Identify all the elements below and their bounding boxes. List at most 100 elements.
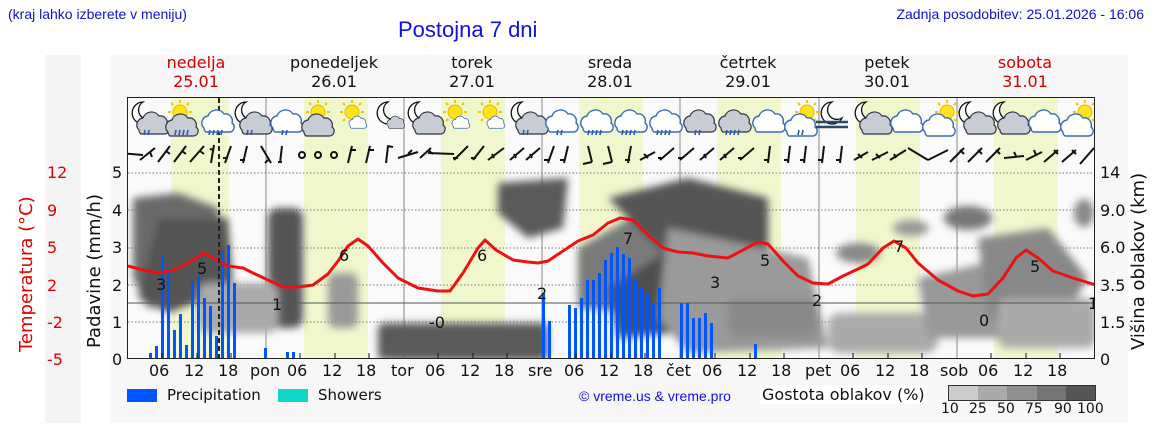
svg-text:6: 6 xyxy=(477,246,487,265)
x-tick-label: 06 xyxy=(702,361,723,380)
chart-svg: 3 5 1 6 -0 6 2 7 3 5 2 7 0 5 1 xyxy=(128,98,1095,358)
temp-tick: -5 xyxy=(47,350,63,369)
weather-icon-row xyxy=(131,99,1094,137)
precipitation-swatch xyxy=(127,389,157,402)
page-title: Postojna 7 dni xyxy=(398,17,538,42)
x-tick-label: 06 xyxy=(564,361,585,380)
svg-text:2: 2 xyxy=(812,291,822,310)
svg-text:-0: -0 xyxy=(429,313,445,332)
x-tick-label: 12 xyxy=(1013,361,1034,380)
x-tick-label: 18 xyxy=(356,361,377,380)
density-tick: 25 xyxy=(969,401,987,417)
sun-cloud-icon xyxy=(1060,99,1094,137)
cloud-density-scale xyxy=(948,385,1096,401)
x-tick-label: 12 xyxy=(460,361,481,380)
x-tick-label: 06 xyxy=(149,361,170,380)
night-moon-icon xyxy=(376,101,406,129)
wind-barbs-row xyxy=(128,144,1094,165)
density-tick: 50 xyxy=(997,401,1015,417)
svg-text:7: 7 xyxy=(623,229,633,248)
cloud-height-tick: 0 xyxy=(1100,350,1111,369)
night-cloud-icon xyxy=(958,101,997,135)
x-tick-label: 12 xyxy=(737,361,758,380)
temp-tick: -2 xyxy=(47,313,63,332)
x-tick-label: 06 xyxy=(840,361,861,380)
temperature-annotations: 3 5 1 6 -0 6 2 7 3 5 2 7 0 5 1 xyxy=(156,229,1095,332)
x-tick-label: 18 xyxy=(494,361,515,380)
temp-tick: 5 xyxy=(47,238,58,257)
svg-text:3: 3 xyxy=(710,273,720,292)
x-tick-label: 06 xyxy=(287,361,308,380)
temp-tick: 9 xyxy=(47,201,58,220)
night-fog-icon xyxy=(816,101,848,129)
night-cloud-icon xyxy=(407,101,446,135)
svg-text:2: 2 xyxy=(537,284,547,303)
night-cloud-rain-icon xyxy=(131,101,170,136)
forecast-chart: 3 5 1 6 -0 6 2 7 3 5 2 7 0 5 1 xyxy=(127,97,1095,359)
temperature-axis-panel xyxy=(45,55,81,423)
temperature-axis-title: Temperatura (°C) xyxy=(16,196,37,352)
x-tick-marks xyxy=(161,353,1061,358)
density-tick: 75 xyxy=(1025,401,1043,417)
day-label: torek 27.01 xyxy=(449,53,495,91)
cloud-height-tick: 1.5 xyxy=(1100,313,1126,332)
precipitation-bars xyxy=(149,245,757,358)
x-tick-label: 12 xyxy=(875,361,896,380)
svg-text:5: 5 xyxy=(1030,257,1040,276)
copyright-link[interactable]: © vreme.us & vreme.pro xyxy=(579,388,731,404)
night-cloud-rain-icon xyxy=(510,101,549,136)
location-hint[interactable]: (kraj lahko izberete v meniju) xyxy=(8,6,187,22)
x-tick-label: 18 xyxy=(633,361,654,380)
last-updated: Zadnja posodobitev: 25.01.2026 - 16:06 xyxy=(896,6,1144,22)
temp-tick: 2 xyxy=(47,276,58,295)
precip-tick: 1 xyxy=(112,313,123,332)
x-tick-label: 18 xyxy=(218,361,239,380)
x-tick-label: sob xyxy=(940,361,969,380)
cloud-height-tick: 6.0 xyxy=(1100,238,1126,257)
temp-tick: 12 xyxy=(47,163,68,182)
x-tick-label: tor xyxy=(391,361,414,380)
svg-text:3: 3 xyxy=(156,275,166,294)
day-label: nedelja 25.01 xyxy=(166,53,226,91)
density-tick: 10 xyxy=(941,401,959,417)
precip-tick: 4 xyxy=(112,201,123,220)
cloud-height-tick: 3.5 xyxy=(1100,276,1126,295)
x-tick-label: 12 xyxy=(599,361,620,380)
day-label: ponedeljek 26.01 xyxy=(290,53,378,91)
x-tick-label: 12 xyxy=(184,361,205,380)
x-tick-label: sre xyxy=(528,361,553,380)
x-tick-label: 18 xyxy=(909,361,930,380)
cloud-rain-icon xyxy=(270,109,304,136)
temperature-line xyxy=(128,216,1094,298)
night-cloud-rain-icon xyxy=(234,101,273,136)
x-tick-label: pon xyxy=(250,361,281,380)
cloud-height-axis-title: Višina oblakov (km) xyxy=(1128,172,1149,350)
x-tick-label: pet xyxy=(805,361,832,380)
precipitation-legend-label: Precipitation xyxy=(167,386,261,404)
precip-tick: 0 xyxy=(112,350,123,369)
precip-tick: 5 xyxy=(112,163,123,182)
showers-swatch xyxy=(278,389,308,402)
x-tick-label: 12 xyxy=(322,361,343,380)
x-tick-label: čet xyxy=(666,361,691,380)
svg-text:1: 1 xyxy=(272,295,282,314)
cloud-height-tick: 9.0 xyxy=(1100,201,1126,220)
day-label: četrtek 29.01 xyxy=(719,53,777,91)
x-tick-label: 06 xyxy=(425,361,446,380)
svg-text:5: 5 xyxy=(197,259,207,278)
precipitation-axis-title: Padavine (mm/h) xyxy=(84,194,105,348)
day-label: petek 30.01 xyxy=(864,53,910,91)
svg-text:6: 6 xyxy=(339,246,349,265)
sun-cloud-icon xyxy=(922,99,960,137)
x-tick-label: 18 xyxy=(1047,361,1068,380)
precip-tick: 3 xyxy=(112,238,123,257)
cloud-height-tick: 14 xyxy=(1100,163,1121,182)
svg-text:1: 1 xyxy=(1088,294,1095,313)
cloud-rain-icon xyxy=(683,109,717,136)
svg-text:5: 5 xyxy=(760,251,770,270)
showers-legend-label: Showers xyxy=(318,386,382,404)
x-tick-label: 06 xyxy=(978,361,999,380)
svg-text:0: 0 xyxy=(979,311,989,330)
cloud-rain-icon xyxy=(545,109,579,136)
x-tick-label: 18 xyxy=(771,361,792,380)
